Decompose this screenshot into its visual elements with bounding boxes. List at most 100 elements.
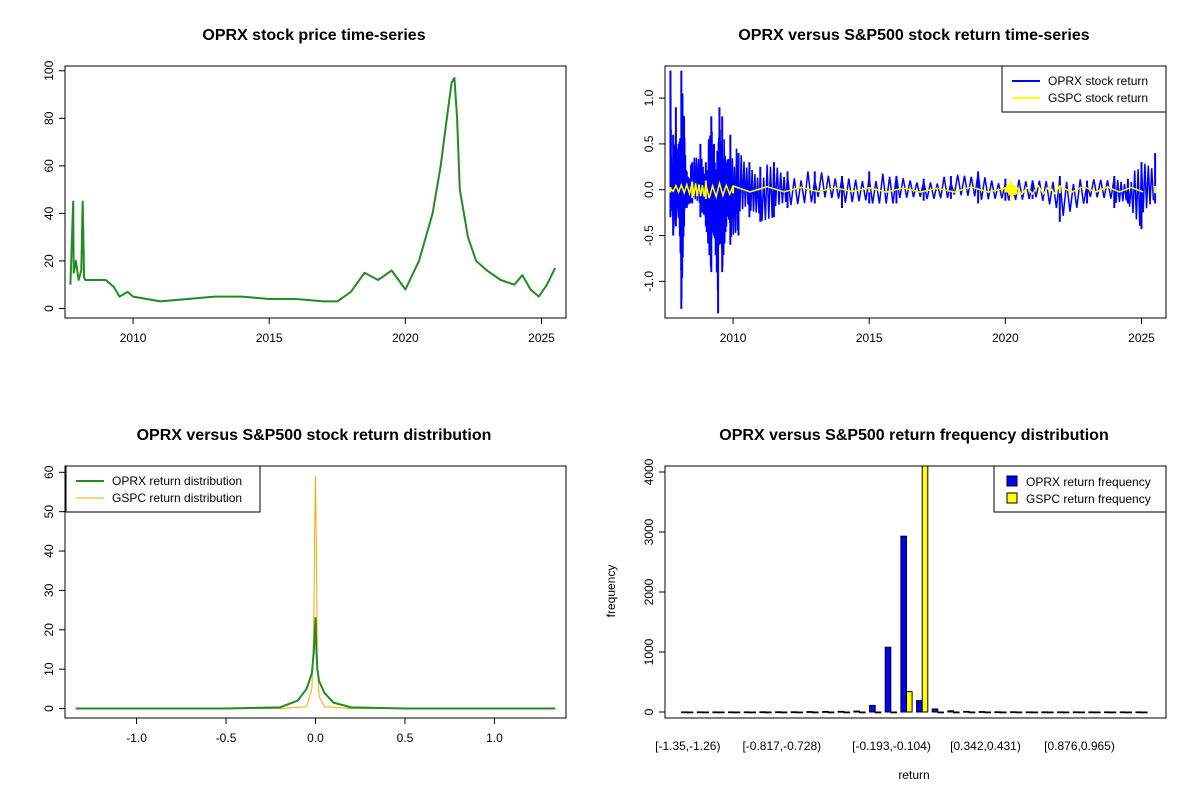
x-tick-label: [0.876,0.965) bbox=[1044, 739, 1115, 753]
chart-title: OPRX stock price time-series bbox=[202, 27, 425, 44]
x-tick-label: 0.0 bbox=[307, 731, 324, 745]
plot-frame bbox=[664, 65, 1167, 319]
gspc-return-series bbox=[669, 180, 1157, 201]
legend-label-gspc: GSPC stock return bbox=[1048, 91, 1148, 105]
oprx-frequency-bar bbox=[681, 711, 688, 714]
y-tick-label: 0.5 bbox=[642, 135, 656, 152]
x-tick-label: 2020 bbox=[992, 331, 1019, 345]
y-tick-label: 0 bbox=[42, 305, 56, 312]
gspc-frequency-bar bbox=[733, 711, 741, 714]
oprx-frequency-bar bbox=[806, 711, 814, 713]
x-axis-label: return bbox=[898, 768, 929, 782]
gspc-frequency-bar bbox=[1047, 711, 1054, 714]
gspc-frequency-bar bbox=[984, 711, 992, 714]
oprx-frequency-bar bbox=[1072, 711, 1080, 714]
y-tick-label: 60 bbox=[42, 159, 56, 173]
gspc-frequency-bar bbox=[1094, 711, 1101, 714]
gspc-frequency-bar bbox=[765, 711, 772, 714]
legend-box bbox=[1001, 65, 1167, 113]
y-tick-label: 0.0 bbox=[642, 181, 656, 198]
y-tick-label: 1.0 bbox=[642, 89, 656, 106]
x-tick-label: 0.5 bbox=[397, 731, 414, 745]
y-tick-label: 1000 bbox=[642, 638, 656, 665]
plot-frame bbox=[64, 65, 567, 319]
legend-swatch-oprx bbox=[1006, 475, 1018, 487]
oprx-frequency-bar bbox=[1119, 711, 1127, 714]
oprx-frequency-bar bbox=[916, 700, 923, 713]
gspc-frequency-bar bbox=[702, 711, 710, 714]
y-tick-label: 80 bbox=[42, 111, 56, 125]
oprx-frequency-bar bbox=[837, 710, 845, 713]
legend-box bbox=[993, 465, 1167, 513]
oprx-frequency-bar bbox=[822, 711, 829, 713]
gspc-frequency-bar bbox=[1109, 711, 1117, 714]
y-tick-label: 3000 bbox=[642, 518, 656, 545]
x-tick-label: 2015 bbox=[856, 331, 883, 345]
gspc-frequency-bar bbox=[906, 691, 913, 713]
gspc-frequency-bar bbox=[890, 711, 898, 714]
x-tick-label: [-1.35,-1.26) bbox=[655, 739, 720, 753]
gspc-frequency-bar bbox=[1000, 711, 1007, 714]
oprx-density-line bbox=[75, 617, 556, 710]
gspc-frequency-bar bbox=[937, 711, 945, 714]
oprx-frequency-bar bbox=[712, 711, 720, 714]
legend: OPRX stock return GSPC stock return bbox=[1001, 65, 1167, 113]
gspc-frequency-bar bbox=[1062, 711, 1070, 714]
x-tick-label: [-0.193,-0.104) bbox=[852, 739, 931, 753]
oprx-frequency-bar bbox=[978, 711, 986, 713]
oprx-frequency-bar bbox=[775, 711, 782, 714]
legend-label-oprx: OPRX return frequency bbox=[1026, 475, 1151, 489]
y-tick-label: 40 bbox=[42, 544, 56, 558]
oprx-frequency-bar bbox=[994, 711, 1002, 714]
y-tick-label: 20 bbox=[42, 254, 56, 268]
x-tick-label: 2015 bbox=[256, 331, 283, 345]
x-tick-label: 2010 bbox=[120, 331, 147, 345]
legend: OPRX return distribution GSPC return dis… bbox=[65, 465, 261, 513]
chart-title: OPRX versus S&P500 stock return time-ser… bbox=[738, 27, 1089, 44]
legend-label-oprx: OPRX return distribution bbox=[112, 474, 242, 488]
gspc-frequency-bar bbox=[921, 465, 929, 713]
gspc-frequency-bar bbox=[827, 711, 835, 714]
gspc-frequency-bar bbox=[780, 711, 788, 714]
chart-title: OPRX versus S&P500 return frequency dist… bbox=[719, 427, 1108, 444]
oprx-frequency-bar bbox=[963, 710, 970, 713]
x-tick-label: 2020 bbox=[392, 331, 419, 345]
oprx-frequency-bar bbox=[1057, 711, 1064, 714]
y-tick-label: -0.5 bbox=[642, 225, 656, 246]
oprx-frequency-bar bbox=[900, 535, 908, 713]
y-tick-label: -1.0 bbox=[642, 271, 656, 292]
oprx-frequency-bar bbox=[931, 708, 939, 713]
gspc-frequency-bar bbox=[1125, 711, 1133, 714]
oprx-frequency-bar bbox=[1010, 711, 1017, 714]
panel-price-time-series: OPRX stock price time-series 2010 2015 202… bbox=[42, 27, 567, 345]
panel-return-time-series: OPRX versus S&P500 stock return time-ser… bbox=[642, 27, 1167, 345]
x-tick-label: 2010 bbox=[720, 331, 747, 345]
x-tick-label: 1.0 bbox=[486, 731, 503, 745]
gspc-frequency-bar bbox=[718, 711, 725, 714]
x-tick-label: 2025 bbox=[528, 331, 555, 345]
oprx-frequency-bar bbox=[1025, 711, 1033, 714]
oprx-return-line bbox=[669, 93, 1155, 299]
x-tick-label: -1.0 bbox=[126, 731, 147, 745]
legend: OPRX return frequency GSPC return freque… bbox=[993, 465, 1167, 513]
gspc-return-line bbox=[669, 180, 1144, 200]
oprx-frequency-bar bbox=[1088, 711, 1096, 714]
legend-swatch-gspc bbox=[1006, 492, 1018, 504]
y-tick-label: 0 bbox=[642, 708, 656, 715]
gspc-frequency-bar bbox=[953, 711, 960, 714]
gspc-frequency-bar bbox=[749, 711, 757, 714]
gspc-frequency-bar bbox=[1031, 711, 1039, 714]
panel-return-frequency: OPRX versus S&P500 return frequency dist… bbox=[604, 427, 1167, 782]
y-tick-label: 60 bbox=[42, 465, 56, 479]
gspc-frequency-bar bbox=[1078, 711, 1086, 714]
x-tick-label: -0.5 bbox=[216, 731, 237, 745]
gspc-density-line bbox=[75, 475, 556, 709]
y-tick-label: 40 bbox=[42, 206, 56, 220]
legend-label-gspc: GSPC return frequency bbox=[1026, 492, 1151, 506]
oprx-frequency-bar bbox=[790, 711, 798, 714]
oprx-frequency-bar bbox=[728, 711, 735, 714]
gspc-frequency-bar bbox=[812, 711, 819, 714]
oprx-frequency-bar bbox=[1135, 711, 1143, 714]
legend-label-gspc: GSPC return distribution bbox=[112, 491, 242, 505]
